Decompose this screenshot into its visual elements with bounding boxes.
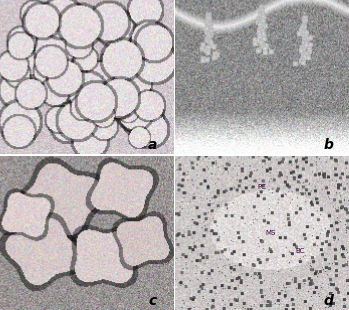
Text: c: c bbox=[149, 294, 157, 308]
Text: BC: BC bbox=[296, 248, 305, 255]
Text: b: b bbox=[323, 138, 333, 152]
Text: d: d bbox=[323, 294, 333, 308]
Text: a: a bbox=[148, 138, 157, 152]
Text: PC: PC bbox=[258, 184, 267, 190]
Text: MS: MS bbox=[266, 230, 276, 236]
